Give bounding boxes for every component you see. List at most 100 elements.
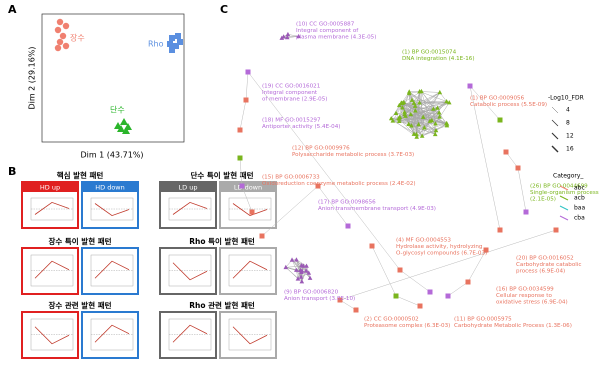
edge — [239, 157, 243, 187]
node — [283, 264, 289, 270]
edge — [301, 270, 307, 282]
node — [427, 118, 433, 123]
node — [259, 233, 265, 239]
mini-line — [232, 326, 268, 345]
edge — [399, 269, 431, 293]
go-term-label: Anion transmembrane transport (4.9E-03) — [318, 206, 436, 212]
point — [56, 38, 64, 46]
node — [444, 98, 449, 104]
point — [59, 32, 67, 40]
edge — [411, 125, 425, 128]
go-term-label: (1) BP GO:0015074 — [402, 50, 457, 56]
edge — [239, 99, 247, 131]
edge — [422, 123, 448, 137]
node — [249, 209, 255, 215]
node — [433, 128, 439, 133]
node — [306, 270, 312, 275]
go-term-label: process (6.9E-04) — [516, 269, 565, 275]
edge — [408, 91, 417, 137]
legend-color-key — [559, 195, 569, 201]
node — [497, 117, 503, 123]
go-term-label: (9) BP GO:0006820 — [284, 290, 339, 296]
legend-color-key — [559, 205, 569, 211]
node — [239, 183, 245, 189]
panel-label: B — [8, 165, 16, 178]
y-axis-label: Dim 2 (29.16%) — [28, 46, 37, 109]
panel-label: C — [220, 3, 228, 16]
node — [406, 89, 412, 94]
edge — [517, 167, 527, 213]
section-title: 핵심 발현 패턴 — [57, 170, 104, 180]
edge — [415, 101, 447, 111]
go-term-label: (18) MF GO:0015297 — [262, 118, 321, 124]
section-title: Rho 관련 발현 패턴 — [189, 300, 255, 310]
go-term-label: Integral component — [262, 90, 318, 96]
node — [243, 97, 249, 103]
node — [437, 114, 442, 119]
point — [62, 42, 70, 50]
node — [315, 183, 321, 189]
edge — [435, 102, 450, 124]
mini-line — [232, 260, 268, 279]
edge — [419, 101, 447, 103]
node — [417, 100, 422, 105]
node — [523, 209, 529, 215]
point — [54, 26, 62, 34]
legend-size-label: 16 — [566, 146, 574, 153]
node — [436, 110, 442, 115]
node — [296, 33, 301, 39]
node — [390, 118, 396, 123]
legend-title: -Log10_FDR — [548, 95, 584, 102]
node — [408, 111, 414, 117]
node — [294, 267, 299, 272]
edge — [371, 245, 397, 297]
go-term-label: O-glycosyl compounds (6.7E-03) — [396, 251, 487, 257]
go-term-label: Cellular response to — [496, 293, 552, 299]
node — [284, 35, 290, 40]
go-term-label: of membrane (2.9E-05) — [262, 97, 327, 103]
node — [285, 31, 291, 37]
edge — [241, 185, 253, 213]
node — [396, 118, 402, 124]
go-term-label: Carbohydrate Metabolic Process (1.3E-06) — [454, 323, 572, 329]
go-term-label: (19) CC GO:0016021 — [262, 84, 321, 90]
edge — [408, 91, 425, 128]
point — [177, 39, 183, 45]
legend-color-label: cba — [574, 215, 585, 222]
node — [237, 155, 243, 161]
node — [299, 262, 304, 268]
group-label: 단수 — [110, 105, 125, 115]
legend-color-label: baa — [574, 205, 585, 212]
point — [54, 44, 62, 52]
node — [245, 69, 251, 75]
node — [393, 110, 399, 115]
node — [433, 121, 438, 126]
edge — [447, 281, 469, 297]
edge — [411, 112, 440, 126]
edge — [391, 118, 417, 138]
point — [117, 125, 125, 132]
legend-color-label: abc — [574, 185, 585, 192]
legend-size-key — [551, 132, 559, 140]
legend-size-key — [551, 106, 559, 114]
legend-size-label: 12 — [566, 133, 574, 140]
box-header — [82, 182, 138, 192]
node — [388, 115, 394, 121]
box-header-label: HD up — [40, 184, 60, 192]
node — [437, 89, 443, 95]
point — [169, 47, 175, 53]
go-term-label: Catabolic process (5.5E-09) — [470, 102, 547, 108]
go-term-label: (15) BP GO:0006733 — [262, 175, 320, 181]
node — [396, 102, 402, 108]
node — [409, 123, 414, 128]
node — [413, 108, 418, 113]
node — [345, 223, 351, 229]
node — [406, 121, 412, 126]
go-term-label: (12) BP GO:0009976 — [292, 146, 350, 152]
group-label: 장수 — [70, 33, 85, 43]
section-title: 단수 특이 발현 패턴 — [190, 170, 253, 180]
box-header-label: LD up — [179, 184, 198, 192]
legend-size-label: 4 — [566, 107, 570, 114]
